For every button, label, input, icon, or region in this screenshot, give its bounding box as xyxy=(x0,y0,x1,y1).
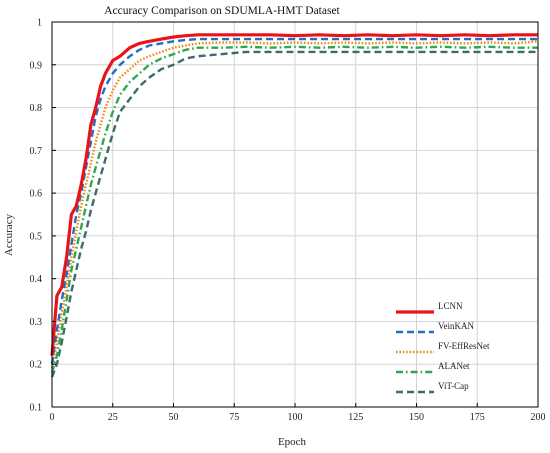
grid xyxy=(51,21,539,408)
x-tick-label: 50 xyxy=(169,412,179,423)
y-tick-label: 0.3 xyxy=(30,317,43,328)
x-tick-label: 200 xyxy=(531,412,546,423)
series-line-lcnn xyxy=(50,33,538,356)
x-tick-label: 75 xyxy=(229,412,239,423)
series-line-vit-cap xyxy=(50,50,538,378)
x-tick-label: 125 xyxy=(348,412,363,423)
y-tick-label: 0.2 xyxy=(30,360,43,371)
y-tick-label: 0.5 xyxy=(30,231,43,242)
y-tick-label: 0.7 xyxy=(30,146,43,157)
x-axis-title: Epoch xyxy=(278,436,307,448)
y-axis-title: Accuracy xyxy=(3,213,15,256)
axis-ticks: 0 25 50 75 100 125 150 175 200 0.1 0.2 0.3 0.4 0.5 0.6… xyxy=(30,18,546,424)
y-tick-label: 0.9 xyxy=(30,60,43,71)
series-line-veinkan xyxy=(50,37,538,365)
y-tick-label: 1 xyxy=(37,18,42,29)
x-tick-label: 0 xyxy=(50,412,55,423)
y-tick-label: 0.1 xyxy=(30,403,43,414)
series-lines xyxy=(50,33,539,378)
series-line-alanet xyxy=(50,45,538,374)
y-tick-label: 0.6 xyxy=(30,189,43,200)
y-tick-label: 0.4 xyxy=(30,274,43,285)
legend: LCNN VeinKAN FV-EffResNet ALANet ViT-Cap xyxy=(396,301,490,394)
series-line-fv-effresnet xyxy=(50,40,539,369)
legend-label: ViT-Cap xyxy=(438,381,469,391)
legend-label: ALANet xyxy=(438,361,470,371)
y-tick-label: 0.8 xyxy=(30,103,43,114)
x-tick-label: 25 xyxy=(108,412,118,423)
x-tick-label: 100 xyxy=(288,412,303,423)
x-tick-label: 150 xyxy=(409,412,424,423)
legend-label: LCNN xyxy=(438,301,463,311)
chart-title: Accuracy Comparison on SDUMLA-HMT Datase… xyxy=(104,5,340,17)
x-tick-label: 175 xyxy=(470,412,485,423)
legend-label: VeinKAN xyxy=(438,321,474,331)
legend-label: FV-EffResNet xyxy=(438,341,490,351)
